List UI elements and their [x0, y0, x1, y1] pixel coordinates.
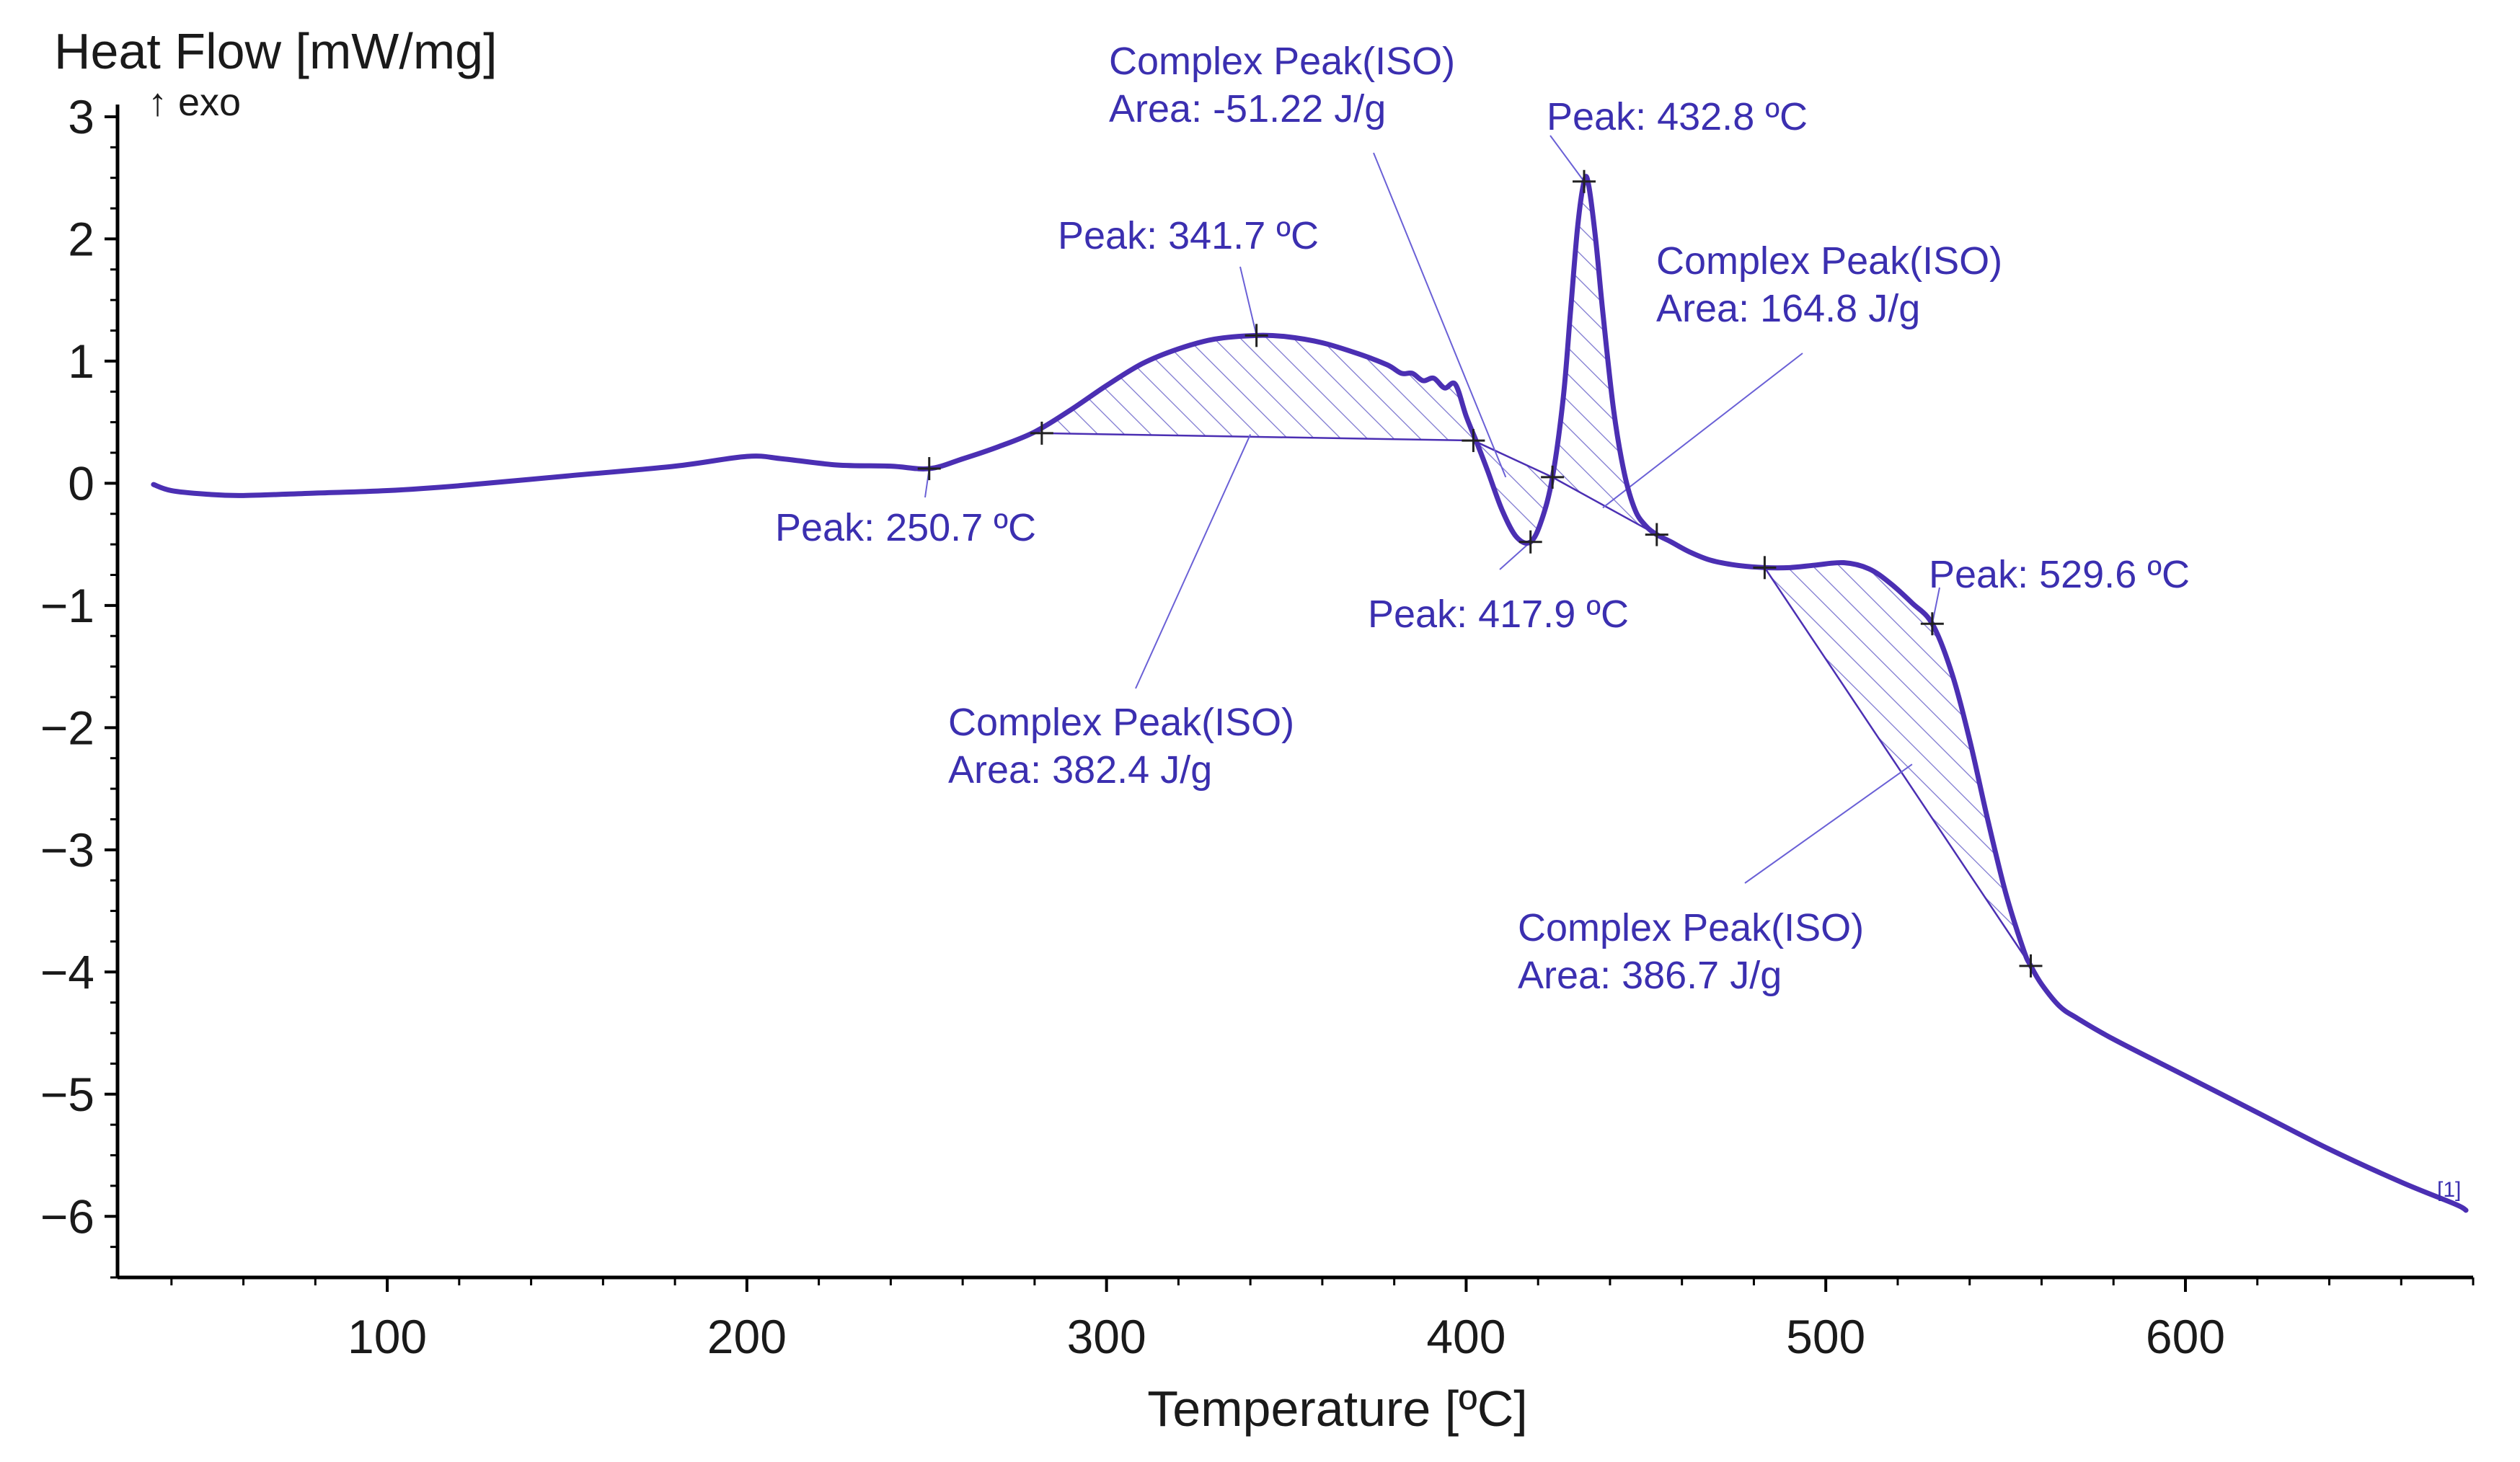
annotation-title: Complex Peak(ISO): [1109, 40, 1455, 83]
annotation-area: Area: 164.8 J/g: [1656, 287, 1920, 330]
leader-line: [1744, 763, 1913, 884]
y-tick-label: −2: [40, 701, 94, 754]
annotation-title: Peak: 417.9 ºC: [1368, 593, 1629, 636]
annotations: Peak: 250.7 ºC Peak: 341.7 ºC Complex Peak…: [775, 40, 2190, 997]
peak-annotation: Peak: 250.7 ºC: [775, 506, 1036, 549]
peak-annotation: Peak: 529.6 ºC: [1929, 553, 2190, 596]
complex-peak-annotation: Complex Peak(ISO) Area: 386.7 J/g: [1518, 906, 1864, 997]
hatched-area: [1552, 182, 1657, 535]
cross-marker: [1518, 530, 1542, 554]
peak-annotation: Peak: 432.8 ºC: [1547, 95, 1808, 138]
series-layer: [151, 174, 2469, 1213]
leader-line: [1239, 266, 1257, 336]
integration-baselines: [1041, 432, 2032, 967]
cross-marker: [1030, 421, 1053, 445]
x-tick-label: 300: [1067, 1310, 1146, 1363]
cross-marker: [1244, 324, 1268, 347]
cross-marker: [1541, 465, 1565, 489]
x-tick-label: 600: [2146, 1310, 2225, 1363]
peak-annotation: Peak: 417.9 ºC: [1368, 593, 1629, 636]
x-tick-label: 500: [1786, 1310, 1865, 1363]
annotation-title: Peak: 529.6 ºC: [1929, 553, 2190, 596]
annotation-title: Complex Peak(ISO): [1656, 239, 2002, 283]
baseline-line: [1472, 439, 1553, 479]
y-tick-label: −4: [40, 945, 94, 998]
leader-line: [1499, 541, 1531, 570]
cross-marker: [1573, 169, 1596, 193]
leader-line: [1135, 434, 1252, 689]
cross-marker: [1645, 523, 1668, 546]
y-axis-title: Heat Flow [mW/mg]: [54, 23, 498, 79]
annotation-title: Peak: 250.7 ºC: [775, 506, 1036, 549]
annotation-title: Peak: 432.8 ºC: [1547, 95, 1808, 138]
leader-line: [1602, 353, 1803, 509]
complex-peak-annotation: Complex Peak(ISO)Area: 382.4 J/g: [948, 701, 1294, 792]
y-tick-label: −6: [40, 1189, 94, 1243]
sample-tag: [1]: [2437, 1178, 2461, 1202]
baseline-line: [1764, 567, 2032, 967]
x-axis-title: Temperature [ºC]: [1147, 1381, 1527, 1437]
annotation-title: Peak: 341.7 ºC: [1058, 214, 1319, 257]
baseline-line: [1041, 432, 1474, 442]
heat-flow-curve: [151, 174, 2469, 1213]
axis-ticks: 3 2 1 0 −1 −2 −3 −4 −5 −6 100 200 300 400 500 600: [40, 90, 2475, 1363]
annotation-title: Complex Peak(ISO): [1518, 906, 1864, 949]
leader-line: [1931, 587, 1940, 624]
y-tick-label: 0: [68, 456, 94, 510]
leader-line: [1549, 135, 1585, 182]
cross-marker: [1462, 429, 1485, 453]
cross-marker: [917, 457, 941, 481]
y-tick-label: 2: [68, 212, 94, 265]
x-tick-label: 100: [348, 1310, 427, 1363]
cross-marker: [2019, 954, 2043, 978]
hatched-area: [1473, 434, 1553, 542]
cross-marker: [1920, 612, 1944, 636]
y-tick-label: −1: [40, 579, 94, 632]
annotation-title: Complex Peak(ISO): [948, 701, 1294, 744]
x-tick-label: 400: [1426, 1310, 1506, 1363]
y-tick-label: −5: [40, 1068, 94, 1121]
annotation-leaders: [924, 135, 1940, 884]
y-tick-label: 1: [68, 335, 94, 388]
leader-line: [1373, 152, 1507, 478]
complex-peak-annotation: Complex Peak(ISO)Area: 164.8 J/g: [1656, 239, 2002, 330]
y-tick-label: 3: [68, 90, 94, 143]
exo-direction-label: ↑ exo: [148, 81, 241, 124]
complex-peak-annotation: Complex Peak(ISO)Area: -51.22 J/g: [1109, 40, 1455, 130]
peak-annotation: Peak: 341.7 ºC: [1058, 214, 1319, 257]
peak-markers: [917, 169, 2043, 978]
annotation-area: Area: 386.7 J/g: [1518, 954, 1782, 997]
annotation-area: Area: -51.22 J/g: [1109, 87, 1386, 130]
y-tick-label: −3: [40, 823, 94, 877]
cross-marker: [1753, 556, 1777, 580]
x-tick-label: 200: [707, 1310, 787, 1363]
annotation-area: Area: 382.4 J/g: [948, 748, 1212, 792]
